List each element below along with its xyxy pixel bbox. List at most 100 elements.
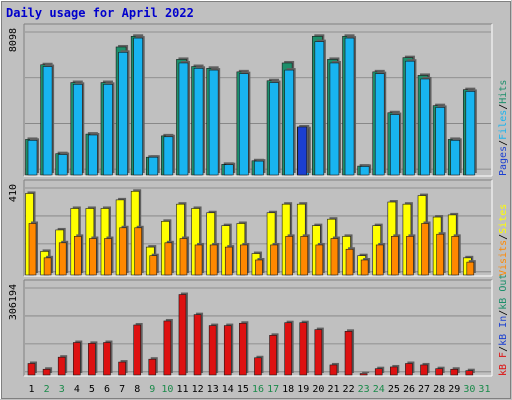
bar-sites-day-12 [194, 244, 203, 276]
bar-sites-day-10 [164, 242, 173, 276]
x-tick-label-day-26: 26 [403, 384, 415, 395]
bar-sites-day-29 [451, 236, 460, 276]
legend-hits: Pages/Files/Hits [498, 80, 509, 176]
x-tick-label-day-3: 3 [59, 384, 65, 395]
bar-sites-day-1 [28, 223, 37, 276]
x-tick-label-day-18: 18 [282, 384, 294, 395]
bar-kbytes-day-23 [359, 373, 368, 376]
x-tick-label-day-20: 20 [312, 384, 324, 395]
x-tick-label-day-5: 5 [89, 384, 95, 395]
bar-sites-day-5 [89, 238, 97, 276]
bar-kbytes-day-19 [299, 322, 308, 376]
bar-files-day-26 [405, 60, 415, 176]
bar-sites-day-9 [149, 255, 158, 276]
bar-files-day-9 [148, 156, 159, 176]
legend-entry: Sites [498, 204, 509, 234]
x-tick-label-day-21: 21 [327, 384, 339, 395]
bar-kbytes-day-28 [435, 368, 443, 376]
bar-files-day-2 [42, 66, 53, 176]
bar-kbytes-day-17 [269, 335, 277, 376]
legend-entry: / [498, 140, 509, 146]
bar-kbytes-day-16 [254, 357, 262, 376]
x-axis-labels: 1 2 3 4 5 6 7 8 9 10 11 12 13 14 15 16 17 18 19 20 21 22 23 24 2… [29, 384, 491, 395]
bar-kbytes-day-12 [193, 314, 202, 376]
bar-kbytes-day-4 [72, 342, 81, 376]
x-tick-label-day-6: 6 [104, 384, 110, 395]
bar-files-day-8 [133, 37, 143, 176]
x-tick-label-day-8: 8 [134, 384, 140, 395]
x-tick-label-day-9: 9 [149, 384, 155, 395]
legend-entry: / [498, 310, 509, 316]
x-tick-label-day-2: 2 [44, 384, 50, 395]
x-tick-label-day-13: 13 [207, 384, 219, 395]
x-tick-label-day-10: 10 [161, 384, 173, 395]
legend-entry: Files [498, 110, 509, 140]
bar-files-day-3 [57, 154, 68, 176]
bar-kbytes-day-3 [57, 356, 66, 376]
bar-files-day-30 [465, 91, 476, 176]
bar-sites-day-21 [330, 238, 339, 276]
bar-sites-day-22 [345, 248, 354, 276]
bar-kbytes-day-10 [163, 320, 172, 376]
x-tick-label-day-17: 17 [267, 384, 279, 395]
bar-sites-day-2 [43, 257, 52, 276]
bar-files-day-10 [163, 136, 174, 176]
legend-entry: kB Out [498, 274, 509, 310]
bar-kbytes-day-6 [103, 342, 111, 376]
bar-sites-day-6 [104, 238, 112, 276]
bar-files-day-17 [269, 82, 279, 176]
legend-entry: / [498, 234, 509, 240]
bar-files-day-23 [359, 166, 370, 176]
x-tick-label-day-12: 12 [192, 384, 204, 395]
x-tick-label-day-15: 15 [237, 384, 249, 395]
bar-files-day-1 [27, 140, 38, 176]
bar-sites-day-20 [315, 244, 324, 276]
bar-sites-day-27 [421, 223, 429, 276]
bar-files-day-28 [435, 107, 445, 176]
bar-files-day-24 [374, 73, 385, 176]
bar-sites-day-14 [224, 246, 233, 276]
bar-kbytes-day-15 [239, 322, 247, 376]
panel-visits: 410 Visits/Sites [8, 179, 509, 277]
legend-entry: kB F [498, 352, 509, 376]
bar-sites-day-16 [255, 259, 263, 276]
x-tick-label-day-23: 23 [358, 384, 370, 395]
bar-sites-day-11 [179, 238, 188, 276]
bar-kbytes-day-8 [133, 324, 141, 376]
bar-kbytes-day-9 [148, 358, 157, 376]
bar-files-day-5 [88, 134, 98, 176]
x-tick-label-day-28: 28 [433, 384, 445, 395]
x-tick-label-day-16: 16 [252, 384, 264, 395]
x-tick-label-day-4: 4 [74, 384, 80, 395]
bar-sites-day-19 [300, 236, 309, 276]
bar-sites-day-7 [119, 227, 127, 276]
bar-sites-day-26 [406, 236, 414, 276]
x-tick-label-day-19: 19 [297, 384, 309, 395]
bar-sites-day-18 [285, 236, 293, 276]
x-tick-label-day-30: 30 [463, 384, 475, 395]
chart-title: Daily usage for April 2022 [6, 6, 194, 20]
bar-files-day-4 [72, 84, 83, 176]
bar-sites-day-24 [375, 244, 384, 276]
bar-files-day-16 [254, 160, 264, 176]
bar-pages-day-19 [297, 126, 308, 176]
bar-files-day-14 [223, 164, 234, 176]
bar-kbytes-day-2 [42, 368, 51, 376]
bar-kbytes-day-26 [405, 363, 413, 376]
bar-kbytes-day-14 [223, 325, 232, 376]
bar-kbytes-day-25 [390, 366, 398, 376]
bar-sites-day-4 [73, 236, 82, 276]
y-max-label-hits: 8098 [8, 28, 19, 52]
bar-kbytes-day-23-shadow [362, 371, 370, 373]
legend-entry: / [498, 104, 509, 110]
legend-entry: Hits [498, 80, 509, 104]
bar-kbytes-day-5 [88, 343, 96, 376]
x-tick-label-day-22: 22 [343, 384, 355, 395]
legend-entry: Pages [498, 146, 509, 176]
x-tick-label-day-31: 31 [478, 384, 490, 395]
bar-files-day-12 [193, 68, 204, 176]
